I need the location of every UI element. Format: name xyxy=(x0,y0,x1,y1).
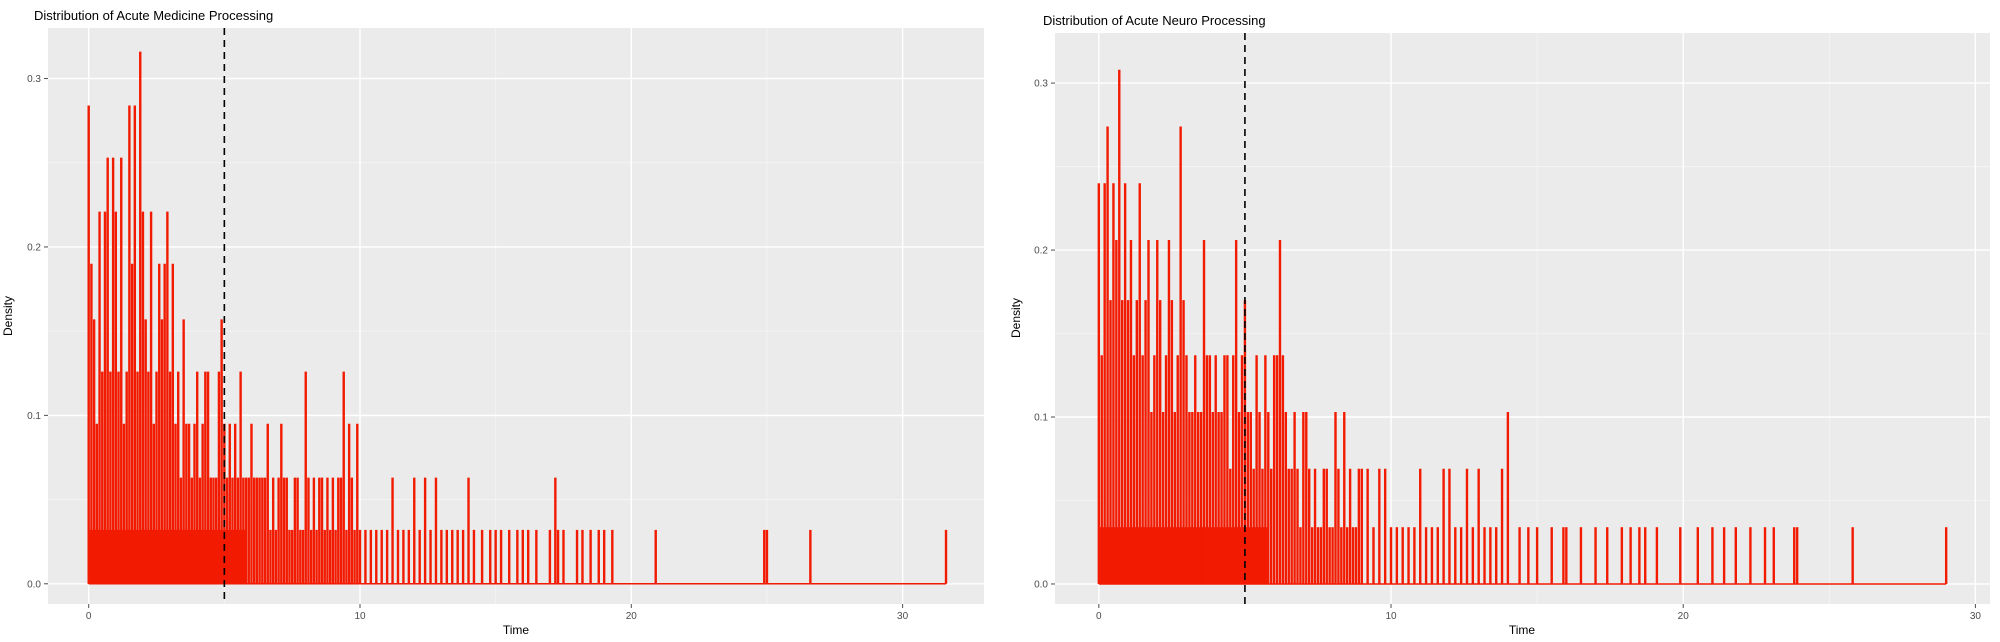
y-axis-label: Density xyxy=(1,296,15,336)
x-tick-label: 0 xyxy=(86,611,92,622)
y-tick-label: 0.0 xyxy=(27,579,41,590)
x-axis-label: Time xyxy=(1509,623,1536,637)
x-tick-label: 30 xyxy=(1970,611,1982,622)
chart-left: Distribution of Acute Medicine Processin… xyxy=(1,8,984,637)
bars xyxy=(1097,69,1948,585)
chart-right: Distribution of Acute Neuro Processing 0… xyxy=(1009,13,1990,637)
y-tick-label: 0.1 xyxy=(27,411,41,422)
chart-title: Distribution of Acute Neuro Processing xyxy=(1043,13,1266,28)
x-tick-label: 10 xyxy=(354,611,366,622)
x-ticks: 0 10 20 30 xyxy=(1096,604,1981,622)
y-tick-label: 0.2 xyxy=(1034,246,1048,257)
x-tick-label: 20 xyxy=(1678,611,1690,622)
y-tick-label: 0.3 xyxy=(27,74,41,85)
x-tick-label: 20 xyxy=(626,611,638,622)
bars xyxy=(87,51,948,585)
x-tick-label: 30 xyxy=(897,611,909,622)
chart-title: Distribution of Acute Medicine Processin… xyxy=(34,8,273,23)
x-axis-label: Time xyxy=(503,623,530,637)
x-ticks: 0 10 20 30 xyxy=(86,604,909,622)
y-axis-label: Density xyxy=(1009,298,1023,338)
x-tick-label: 0 xyxy=(1096,611,1102,622)
y-tick-label: 0.0 xyxy=(1034,579,1048,590)
y-tick-label: 0.2 xyxy=(27,242,41,253)
y-tick-label: 0.1 xyxy=(1034,413,1048,424)
plot-panel xyxy=(48,28,984,604)
y-ticks: 0.0 0.1 0.2 0.3 xyxy=(27,74,48,590)
y-tick-label: 0.3 xyxy=(1034,79,1048,90)
y-ticks: 0.0 0.1 0.2 0.3 xyxy=(1034,79,1055,590)
x-tick-label: 10 xyxy=(1385,611,1397,622)
